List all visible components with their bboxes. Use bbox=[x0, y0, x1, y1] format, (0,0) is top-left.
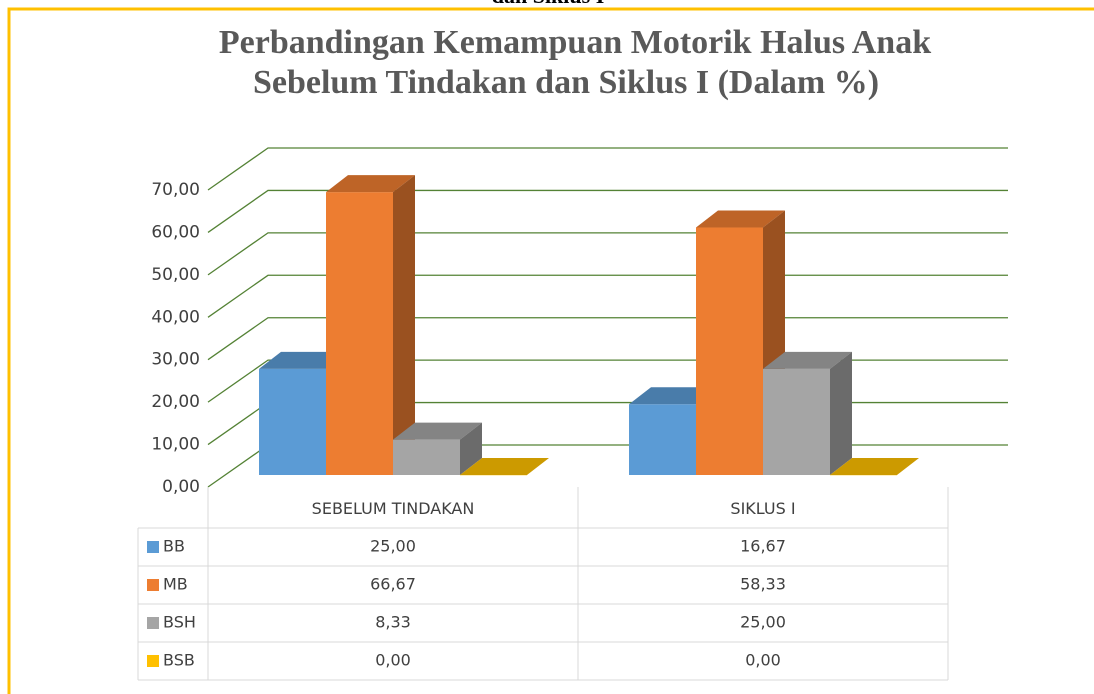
legend-label: BSH bbox=[163, 613, 196, 632]
bar bbox=[696, 227, 763, 475]
y-tick-label: 40,00 bbox=[151, 307, 200, 327]
bar-top bbox=[830, 458, 919, 475]
bar-top bbox=[696, 210, 785, 228]
bar-top bbox=[393, 422, 482, 440]
legend-swatch bbox=[147, 579, 159, 591]
bar bbox=[393, 439, 460, 475]
y-tick-label: 70,00 bbox=[151, 180, 200, 200]
bar-top bbox=[629, 387, 718, 405]
y-tick-label: 50,00 bbox=[151, 265, 200, 285]
data-label: 16,67 bbox=[740, 537, 786, 556]
data-label: 66,67 bbox=[370, 575, 416, 594]
x-tick-label: SEBELUM TINDAKAN bbox=[312, 499, 475, 518]
y-tick-label: 10,00 bbox=[151, 435, 200, 455]
legend-label: BB bbox=[163, 537, 185, 556]
x-tick-label: SIKLUS I bbox=[730, 499, 795, 518]
bar-top bbox=[460, 458, 549, 475]
legend-swatch bbox=[147, 541, 159, 553]
legend-label: BSB bbox=[163, 651, 195, 670]
data-label: 25,00 bbox=[370, 537, 416, 556]
bar-top bbox=[763, 351, 852, 369]
bar bbox=[763, 368, 830, 475]
data-label: 0,00 bbox=[375, 651, 411, 670]
frame bbox=[7, 7, 1094, 694]
legend-label: MB bbox=[163, 575, 188, 594]
bar bbox=[259, 368, 326, 475]
bar-side bbox=[830, 351, 852, 475]
data-label: 8,33 bbox=[375, 613, 411, 632]
data-label: 58,33 bbox=[740, 575, 786, 594]
chart-title: Perbandingan Kemampuan Motorik Halus Ana… bbox=[219, 24, 931, 61]
legend-swatch bbox=[147, 617, 159, 629]
y-tick-label: 30,00 bbox=[151, 350, 200, 370]
grid-line bbox=[207, 147, 1008, 191]
bar-side bbox=[393, 175, 415, 475]
y-tick-label: 20,00 bbox=[151, 392, 200, 412]
y-tick-label: 0,00 bbox=[162, 477, 200, 497]
bar-side bbox=[460, 422, 482, 475]
chart-title: Sebelum Tindakan dan Siklus I (Dalam %) bbox=[253, 64, 879, 101]
bar-top bbox=[259, 351, 348, 369]
y-tick-label: 60,00 bbox=[151, 222, 200, 242]
data-label: 0,00 bbox=[745, 651, 781, 670]
bar bbox=[326, 192, 393, 475]
caption: dan Siklus I bbox=[492, 0, 605, 8]
bar bbox=[629, 404, 696, 475]
grid-line bbox=[207, 189, 1008, 233]
data-label: 25,00 bbox=[740, 613, 786, 632]
bar-top bbox=[326, 175, 415, 193]
legend-swatch bbox=[147, 655, 159, 667]
